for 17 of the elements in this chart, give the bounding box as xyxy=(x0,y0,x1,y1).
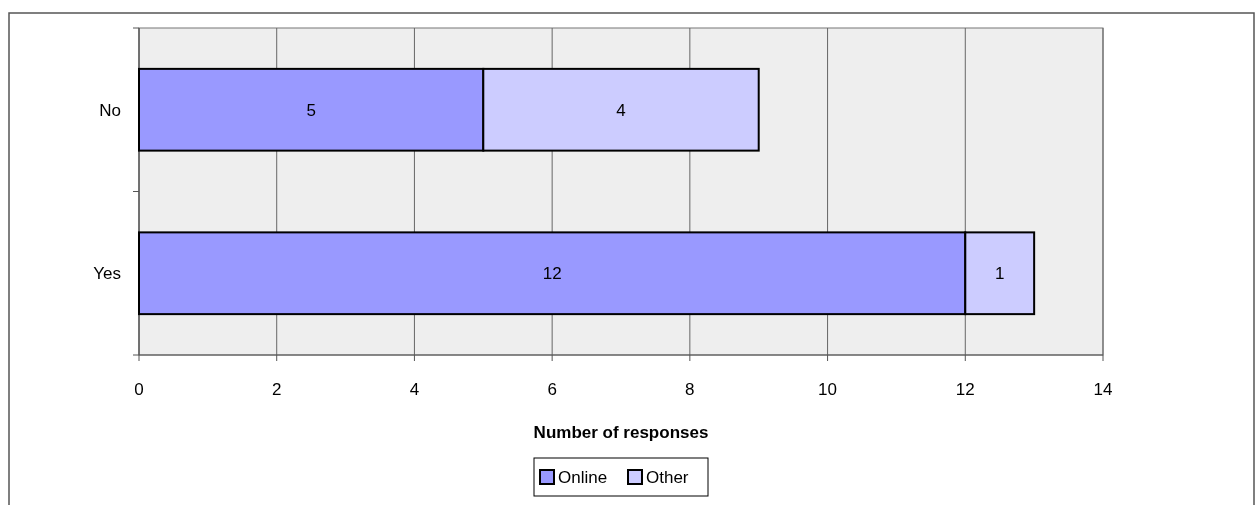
x-tick-label: 4 xyxy=(409,379,420,399)
x-tick-label: 12 xyxy=(955,379,975,399)
data-label: 12 xyxy=(542,264,562,284)
y-tick-label: No xyxy=(99,100,121,120)
x-tick-label: 8 xyxy=(685,379,695,399)
x-tick-label: 0 xyxy=(134,379,144,399)
data-label: 5 xyxy=(306,100,316,120)
data-label: 4 xyxy=(616,100,626,120)
legend-label: Online xyxy=(558,467,608,487)
legend-label: Other xyxy=(646,467,689,487)
x-tick-label: 10 xyxy=(818,379,838,399)
x-axis-title: Number of responses xyxy=(533,422,709,442)
y-tick-label: Yes xyxy=(93,264,121,284)
data-label: 1 xyxy=(994,264,1005,284)
x-tick-label: 14 xyxy=(1093,379,1113,399)
x-tick-label: 2 xyxy=(271,379,282,399)
x-tick-label: 6 xyxy=(547,379,557,399)
